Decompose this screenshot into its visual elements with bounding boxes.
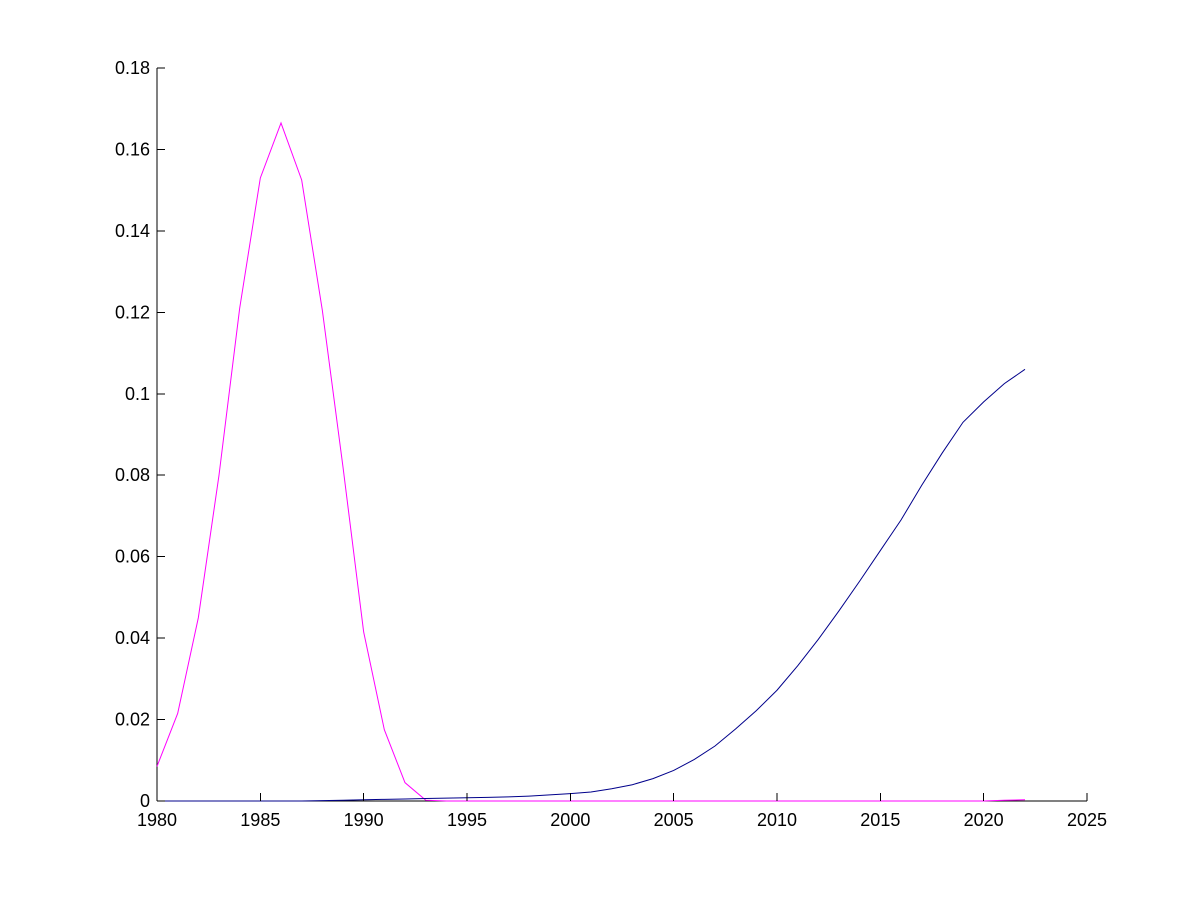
x-axis-ticks: 1980 1985 1990 1995 2000 2005 2010 2015 2020 2025 [137,793,1107,830]
x-tick-label: 1980 [137,810,177,830]
y-tick-label: 0.18 [115,58,150,78]
axes [156,68,1087,802]
y-tick-label: 0.02 [115,710,150,730]
x-tick-label: 2015 [860,810,900,830]
y-tick-label: 0.1 [125,384,150,404]
y-tick-label: 0.16 [115,139,150,159]
y-tick-label: 0.14 [115,221,150,241]
x-tick-label: 1990 [344,810,384,830]
x-tick-label: 2025 [1067,810,1107,830]
series-line-2 [157,368,1026,802]
y-tick-label: 0.12 [115,302,150,322]
y-tick-label: 0.08 [115,465,150,485]
x-tick-label: 2010 [757,810,797,830]
x-tick-label: 2000 [550,810,590,830]
x-tick-label: 2020 [964,810,1004,830]
x-tick-label: 1995 [447,810,487,830]
y-tick-label: 0.06 [115,547,150,567]
x-tick-label: 1985 [240,810,280,830]
series-line-1 [156,121,1026,802]
plot-area [156,121,1026,802]
y-axis-ticks: 0 0.02 0.04 0.06 0.08 0.1 0.12 0.14 0.16 0.18 [115,58,165,811]
y-tick-label: 0 [140,791,150,811]
x-tick-label: 2005 [654,810,694,830]
y-tick-label: 0.04 [115,628,150,648]
